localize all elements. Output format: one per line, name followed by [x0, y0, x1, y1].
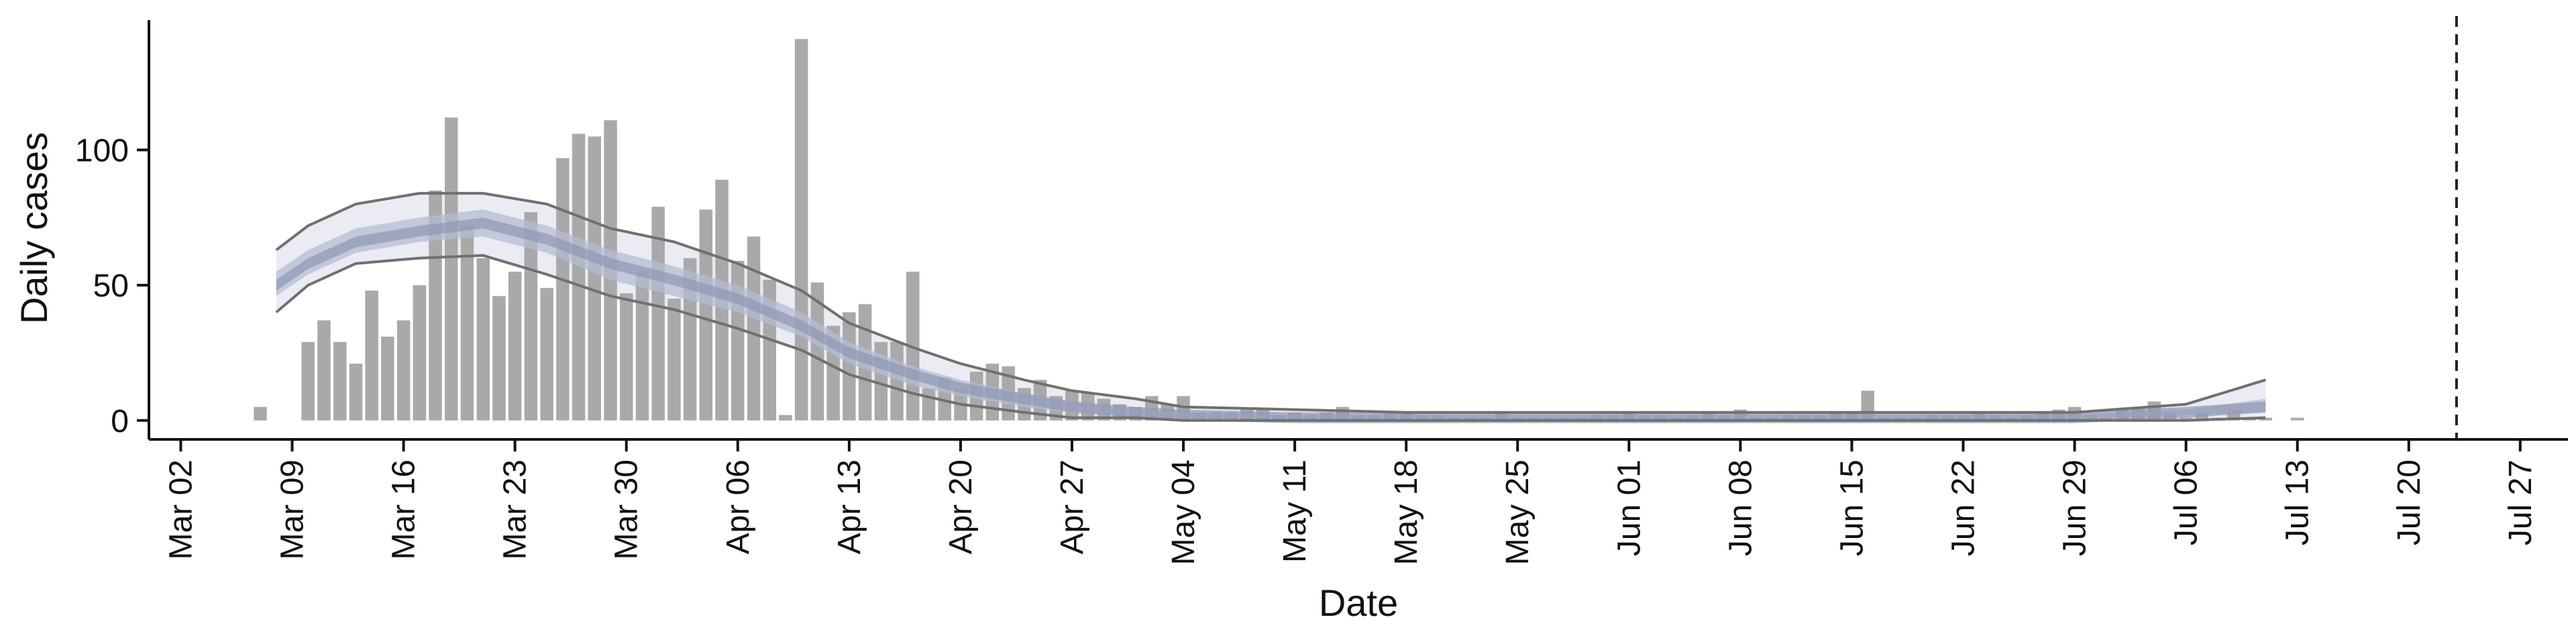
daily-case-bar	[365, 290, 378, 421]
projection-band-edge-lines	[275, 192, 2266, 422]
daily-case-bar	[508, 272, 522, 421]
daily-case-bar	[556, 158, 570, 421]
projection-lower-bound-line	[275, 254, 2266, 422]
daily-case-bar	[524, 212, 538, 421]
daily-case-bar	[445, 117, 458, 421]
x-tick-label: Jun 08	[1723, 460, 1758, 556]
daily-case-bar	[333, 341, 347, 421]
x-axis-label: Date	[1319, 582, 1398, 624]
projection-inner-band-area	[276, 209, 2266, 418]
x-tick-label: Apr 13	[832, 460, 867, 554]
daily-case-bar	[460, 225, 474, 421]
daily-case-bar	[301, 341, 315, 421]
daily-case-bar	[667, 299, 681, 421]
y-tick-label: 0	[111, 404, 129, 439]
daily-case-bar	[922, 388, 936, 421]
daily-case-bar	[396, 320, 411, 421]
daily-case-bar	[779, 415, 792, 421]
x-tick-label: Mar 02	[163, 460, 199, 559]
daily-case-bar	[635, 272, 649, 421]
x-tick-label: Mar 23	[498, 460, 533, 559]
daily-case-bar	[317, 320, 331, 421]
x-tick-label: May 11	[1277, 460, 1313, 563]
daily-case-bar	[620, 293, 633, 421]
y-tick-label: 100	[75, 133, 129, 169]
x-axis: Mar 02 Mar 09 Mar 16 Mar 23 Mar 30 Apr 06 Apr …	[149, 438, 2568, 565]
projection-upper-bound-line	[275, 192, 2266, 414]
x-tick-label: Jul 13	[2280, 460, 2316, 545]
daily-case-bar	[810, 282, 824, 421]
x-tick-label: Mar 09	[275, 460, 311, 559]
daily-case-bar	[794, 39, 808, 421]
x-tick-label: May 18	[1389, 460, 1424, 565]
x-tick-label: Jun 29	[2057, 460, 2093, 556]
y-axis-label: Daily cases	[13, 132, 55, 324]
daily-case-bar	[540, 288, 553, 421]
daily-case-bar	[843, 312, 856, 421]
x-tick-label: Apr 20	[943, 460, 979, 554]
daily-case-bar	[699, 209, 713, 421]
daily-case-bar	[651, 207, 665, 421]
x-tick-label: Apr 27	[1055, 460, 1090, 554]
daily-case-bar	[254, 407, 267, 421]
daily-case-bar	[476, 258, 490, 421]
daily-case-bar	[2179, 417, 2193, 421]
x-tick-label: Jul 27	[2503, 460, 2538, 545]
x-tick-label: Jun 01	[1611, 460, 1647, 556]
daily-case-bar	[381, 336, 394, 421]
x-tick-label: Jul 20	[2392, 460, 2427, 545]
daily-case-bar	[349, 364, 363, 421]
daily-case-bar	[747, 236, 761, 421]
x-tick-label: Apr 06	[720, 460, 756, 554]
x-tick-label: Jun 15	[1834, 460, 1870, 556]
x-tick-label: Jul 06	[2169, 460, 2204, 545]
x-tick-label: May 25	[1500, 460, 1536, 565]
x-tick-label: Jun 22	[1946, 460, 1982, 556]
y-axis: 0 50 100	[75, 20, 150, 439]
daily-case-bar	[492, 296, 506, 421]
daily-case-bar	[588, 136, 601, 421]
x-tick-label: Mar 30	[609, 460, 645, 559]
daily-case-bar	[572, 133, 586, 421]
plot-area	[254, 16, 2458, 439]
projection-inner-band	[276, 209, 2266, 418]
daily-case-bar	[429, 191, 442, 421]
daily-case-bar	[2291, 417, 2304, 421]
y-tick-label: 50	[93, 268, 129, 304]
x-tick-label: Mar 16	[386, 460, 422, 559]
daily-case-bars	[254, 39, 2304, 421]
x-tick-label: May 04	[1166, 460, 1201, 565]
daily-case-bar	[413, 285, 427, 421]
